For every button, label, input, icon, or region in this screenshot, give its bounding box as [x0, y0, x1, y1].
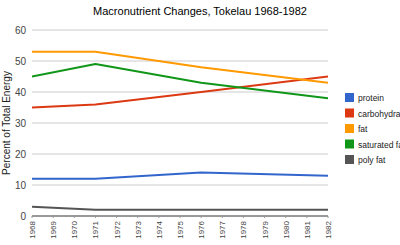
legend-label: poly fat [358, 155, 386, 165]
series-line [32, 64, 328, 98]
x-tick-label: 1982 [324, 220, 333, 238]
x-tick [306, 216, 307, 218]
x-tick-label: 1971 [91, 220, 100, 238]
x-tick-label: 1974 [155, 220, 164, 238]
legend-label: carbohydrate [358, 109, 400, 119]
y-tick-label: 0 [20, 211, 26, 222]
x-tick [285, 216, 286, 218]
x-tick-label: 1978 [239, 220, 248, 238]
x-tick [222, 216, 223, 218]
y-tick-label: 50 [15, 56, 27, 67]
legend-label: fat [358, 124, 368, 134]
series-line [32, 207, 328, 210]
x-tick-label: 1976 [197, 220, 206, 238]
y-tick-label: 20 [15, 149, 27, 160]
x-tick-label: 1969 [49, 220, 58, 238]
legend-swatch [345, 124, 354, 133]
x-tick-label: 1973 [134, 220, 143, 238]
y-axis-label: Percent of Total Energy [1, 71, 12, 175]
x-tick-label: 1981 [303, 220, 312, 238]
y-tick-label: 40 [15, 87, 27, 98]
legend-swatch [345, 93, 354, 102]
plot-area [32, 52, 328, 210]
x-tick-label: 1977 [218, 220, 227, 238]
x-tick-label: 1975 [176, 220, 185, 238]
y-tick-label: 10 [15, 180, 27, 191]
grid-line [32, 154, 328, 155]
x-tick [243, 216, 244, 218]
legend-swatch [345, 155, 354, 164]
x-tick [264, 216, 265, 218]
x-tick-label: 1980 [282, 220, 291, 238]
series-line [32, 173, 328, 179]
title: Macronutrient Changes, Tokelau 1968-1982 [93, 5, 307, 17]
grid-line [32, 185, 328, 186]
x-tick [116, 216, 117, 218]
y-axis [32, 30, 33, 216]
chart: Macronutrient Changes, Tokelau 1968-1982… [0, 0, 400, 245]
x-tick [137, 216, 138, 218]
y-tick-label: 30 [15, 118, 27, 129]
x-tick [201, 216, 202, 218]
legend-swatch [345, 109, 354, 118]
x-tick [328, 216, 329, 218]
grid-line [32, 30, 328, 31]
y-tick-label: 60 [15, 25, 27, 36]
legend-label: saturated fat [358, 140, 400, 150]
legend-swatch [345, 140, 354, 149]
x-tick-label: 1979 [261, 220, 270, 238]
x-tick [95, 216, 96, 218]
x-tick-label: 1968 [28, 220, 37, 238]
grid-line [32, 123, 328, 124]
x-tick-label: 1970 [70, 220, 79, 238]
x-tick [74, 216, 75, 218]
x-tick [180, 216, 181, 218]
x-tick [158, 216, 159, 218]
x-tick [32, 216, 33, 218]
x-tick-label: 1972 [113, 220, 122, 238]
grid-line [32, 61, 328, 62]
legend-label: protein [358, 93, 384, 103]
x-tick [53, 216, 54, 218]
